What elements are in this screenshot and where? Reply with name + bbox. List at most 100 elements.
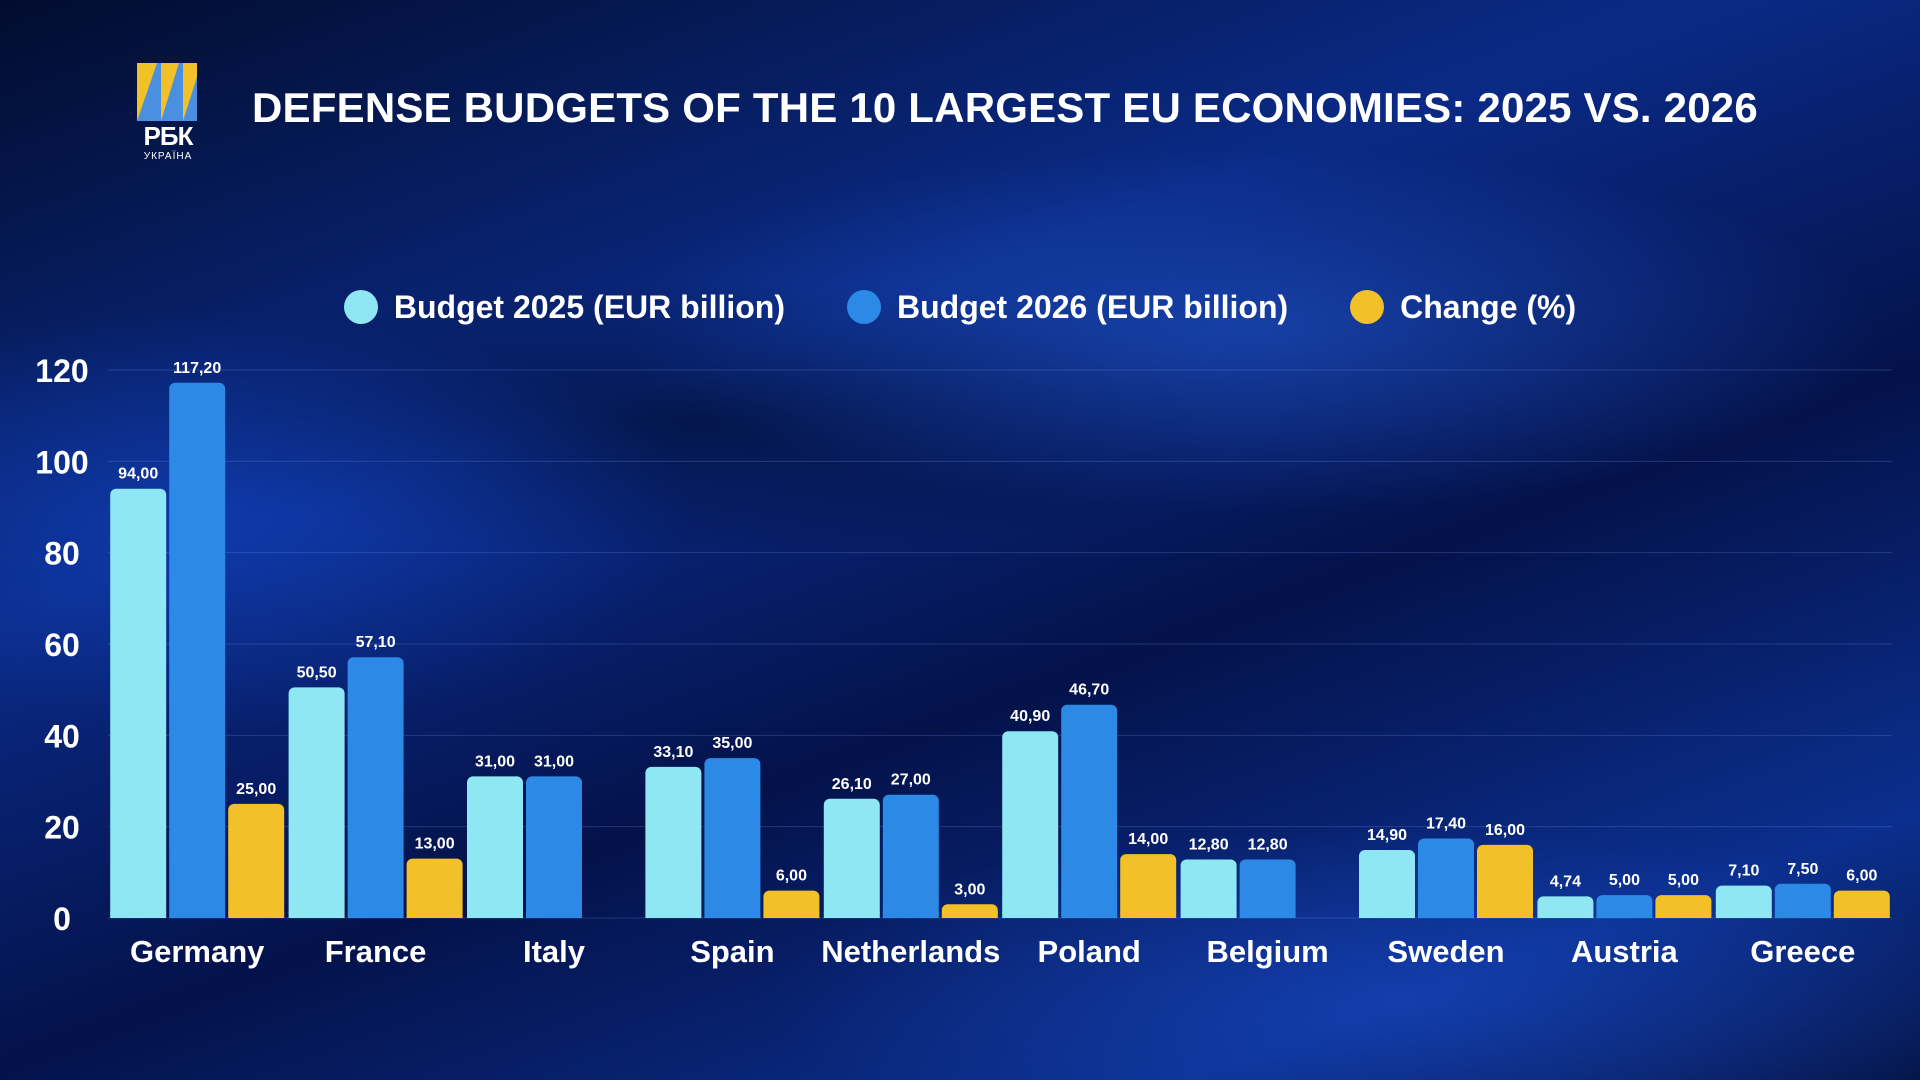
data-label: 14,90 <box>1367 827 1407 844</box>
data-label: 13,00 <box>415 836 455 853</box>
y-tick-label: 20 <box>44 810 80 846</box>
bar-base <box>526 912 582 918</box>
data-label: 4,74 <box>1550 873 1581 890</box>
bar-change <box>228 803 285 918</box>
bar-change <box>1833 890 1890 918</box>
x-tick-label: Greece <box>1750 934 1855 969</box>
legend-dot-icon <box>1350 290 1385 324</box>
bar-base <box>882 912 939 918</box>
bar-base <box>1180 912 1237 918</box>
data-label: 33,10 <box>653 744 693 761</box>
data-label: 50,50 <box>297 664 337 681</box>
data-label: 16,00 <box>1485 822 1525 839</box>
bar-base <box>1061 912 1118 918</box>
data-label: 40,90 <box>1010 708 1050 725</box>
y-tick-label: 100 <box>35 444 88 480</box>
y-tick-label: 0 <box>53 901 71 937</box>
bar-budget-2026 <box>526 776 582 918</box>
bar-base <box>169 912 226 918</box>
legend-dot-icon <box>343 290 378 324</box>
bar-base <box>645 912 702 918</box>
bar-change <box>1120 854 1177 918</box>
bar-base <box>1537 912 1594 918</box>
legend-label: Budget 2025 (EUR billion) <box>393 288 785 325</box>
bar-base <box>406 912 463 918</box>
data-label: 7,10 <box>1728 863 1759 880</box>
chart-title: DEFENSE BUDGETS OF THE 10 LARGEST EU ECO… <box>252 84 1758 131</box>
bar-budget-2026 <box>1061 704 1118 918</box>
bar-base <box>1655 912 1712 918</box>
x-tick-label: Spain <box>690 934 774 969</box>
x-tick-label: Germany <box>130 934 265 969</box>
legend-dot-icon <box>847 290 881 324</box>
y-tick-label: 60 <box>44 627 80 663</box>
bar-base <box>1833 912 1890 918</box>
data-label: 57,10 <box>356 634 396 651</box>
bar-base <box>228 912 285 918</box>
bar-budget-2025 <box>1359 849 1415 918</box>
bar-change <box>763 890 820 918</box>
x-tick-label: Sweden <box>1387 934 1504 969</box>
data-label: 35,00 <box>712 735 752 752</box>
data-label: 94,00 <box>118 466 158 483</box>
bar-base <box>1477 912 1533 918</box>
data-label: 46,70 <box>1069 682 1109 699</box>
x-tick-label: Poland <box>1038 934 1141 969</box>
bar-base <box>1715 912 1772 918</box>
bar-budget-2025 <box>823 798 880 918</box>
data-label: 25,00 <box>236 781 276 798</box>
x-tick-label: Belgium <box>1206 934 1328 969</box>
bar-change <box>1477 844 1533 918</box>
legend-label: Change (%) <box>1400 288 1577 325</box>
bar-budget-2026 <box>882 794 939 918</box>
bar-budget-2025 <box>1715 885 1772 918</box>
bar-base <box>1002 912 1059 918</box>
bar-budget-2025 <box>1002 731 1059 918</box>
bar-base <box>347 912 404 918</box>
data-label: 12,80 <box>1248 837 1288 854</box>
bar-budget-2025 <box>645 766 702 918</box>
x-tick-label: France <box>325 934 427 969</box>
legend-label: Budget 2026 (EUR billion) <box>897 288 1289 325</box>
rbc-logo: РБК УКРАЇНА <box>137 63 199 163</box>
legend-item-change: Change (%) <box>1350 289 1576 326</box>
data-label: 14,00 <box>1128 831 1168 848</box>
bar-budget-2025 <box>110 488 167 918</box>
chart-legend: Budget 2025 (EUR billion) Budget 2026 (E… <box>0 282 1920 332</box>
bar-budget-2026 <box>704 758 761 918</box>
y-tick-label: 40 <box>44 718 80 754</box>
data-label: 7,50 <box>1787 861 1818 878</box>
data-label: 6,00 <box>1846 868 1877 885</box>
y-tick-label: 80 <box>44 536 80 572</box>
bar-change <box>406 858 463 918</box>
bar-base <box>1596 912 1653 918</box>
bar-base <box>1120 912 1177 918</box>
bar-base <box>823 912 880 918</box>
bar-budget-2026 <box>1774 883 1831 918</box>
data-label: 117,20 <box>173 360 221 377</box>
data-label: 6,00 <box>776 868 807 885</box>
data-label: 5,00 <box>1609 872 1640 889</box>
bar-base <box>1774 912 1831 918</box>
x-tick-label: Austria <box>1571 934 1679 969</box>
bar-base <box>467 912 523 918</box>
bar-base <box>110 912 167 918</box>
data-label: 12,80 <box>1189 837 1229 854</box>
x-tick-label: Italy <box>523 934 586 969</box>
data-label: 17,40 <box>1426 816 1466 833</box>
data-label: 26,10 <box>832 776 872 793</box>
data-label: 5,00 <box>1668 872 1699 889</box>
brand-name: РБК <box>143 121 194 151</box>
data-label: 27,00 <box>891 772 931 789</box>
y-tick-label: 120 <box>35 353 88 389</box>
bar-base <box>1359 912 1415 918</box>
data-label: 31,00 <box>475 753 515 770</box>
bar-budget-2025 <box>1180 859 1237 918</box>
bar-budget-2025 <box>288 687 345 918</box>
bar-base <box>704 912 761 918</box>
data-label: 3,00 <box>954 881 985 898</box>
bar-budget-2026 <box>1418 838 1474 918</box>
brand-subtitle: УКРАЇНА <box>143 151 193 162</box>
bar-base <box>1418 912 1474 918</box>
